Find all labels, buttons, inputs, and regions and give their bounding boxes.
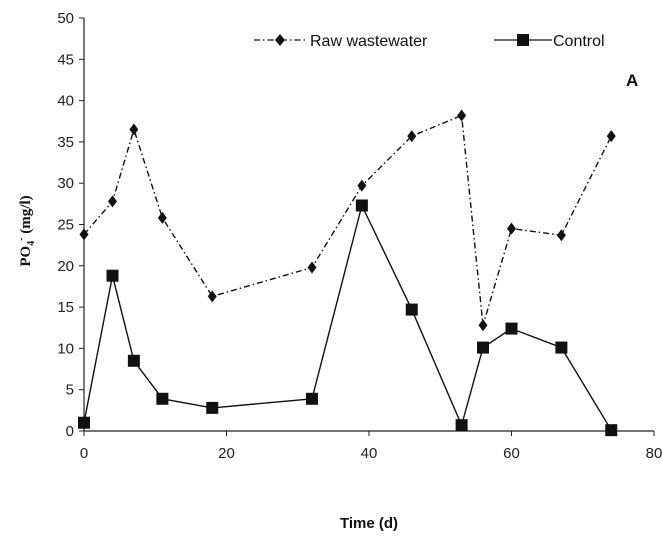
x-tick-label: 0 [80, 445, 88, 462]
y-tick-label: 15 [57, 299, 74, 316]
y-tick-label: 25 [57, 217, 74, 234]
data-point-raw-wastewater [108, 195, 117, 208]
data-point-raw-wastewater [157, 211, 167, 224]
data-point-control [505, 322, 518, 335]
data-point-raw-wastewater [556, 229, 566, 242]
series-raw-wastewater [79, 109, 616, 332]
data-point-raw-wastewater [129, 123, 139, 136]
panel-label: A [626, 71, 638, 90]
legend-marker-square [517, 34, 529, 46]
data-point-raw-wastewater [407, 130, 417, 143]
y-axis-title-sup: - [16, 237, 27, 240]
y-axis-title-rest: (mg/l) [18, 195, 34, 237]
y-tick-label: 35 [57, 134, 74, 151]
y-axis-title-main: PO [18, 246, 34, 267]
series-control [78, 199, 618, 437]
y-tick-label: 50 [57, 10, 74, 27]
legend: Raw wastewater Control [254, 33, 605, 50]
series-layer [78, 109, 618, 437]
data-point-control [477, 341, 489, 354]
data-point-raw-wastewater [507, 222, 516, 235]
y-axis-title-sub: 4 [26, 241, 37, 246]
data-point-raw-wastewater [207, 290, 217, 303]
y-axis-title: PO4- (mg/l) [16, 195, 37, 266]
legend-item-raw-wastewater: Raw wastewater [254, 33, 428, 50]
legend-label-raw-wastewater: Raw wastewater [310, 33, 428, 50]
y-tick-label: 30 [57, 175, 74, 192]
legend-item-control: Control [494, 33, 605, 50]
data-point-raw-wastewater [79, 228, 89, 241]
data-point-control [306, 392, 318, 405]
x-tick-label: 40 [361, 445, 378, 462]
data-point-control [78, 416, 90, 429]
data-point-control [605, 424, 618, 437]
x-tick-label: 80 [646, 445, 662, 462]
data-point-raw-wastewater [307, 261, 317, 274]
data-point-raw-wastewater [457, 109, 467, 122]
legend-label-control: Control [553, 33, 605, 50]
data-point-control [206, 401, 219, 414]
y-tick-label: 40 [57, 93, 74, 110]
data-point-control [156, 392, 169, 405]
data-point-control [355, 199, 368, 212]
y-ticks: 0 5 10 15 20 25 30 35 40 45 50 [57, 10, 84, 440]
x-axis-title: Time (d) [340, 515, 398, 532]
data-point-control [455, 419, 468, 432]
data-point-raw-wastewater [357, 179, 367, 192]
y-tick-label: 5 [66, 382, 74, 399]
x-tick-label: 60 [503, 445, 520, 462]
x-ticks: 0 20 40 60 80 [80, 431, 662, 462]
x-tick-label: 20 [218, 445, 235, 462]
data-point-control [106, 269, 119, 282]
y-tick-label: 0 [66, 423, 74, 440]
data-point-control [555, 341, 568, 354]
y-tick-label: 45 [57, 51, 74, 68]
data-point-raw-wastewater [478, 319, 488, 332]
data-point-control [405, 303, 418, 316]
legend-marker-diamond [275, 34, 285, 46]
y-tick-label: 20 [57, 258, 74, 275]
y-tick-label: 10 [57, 340, 74, 357]
data-point-raw-wastewater [606, 130, 616, 143]
data-point-control [127, 354, 140, 367]
